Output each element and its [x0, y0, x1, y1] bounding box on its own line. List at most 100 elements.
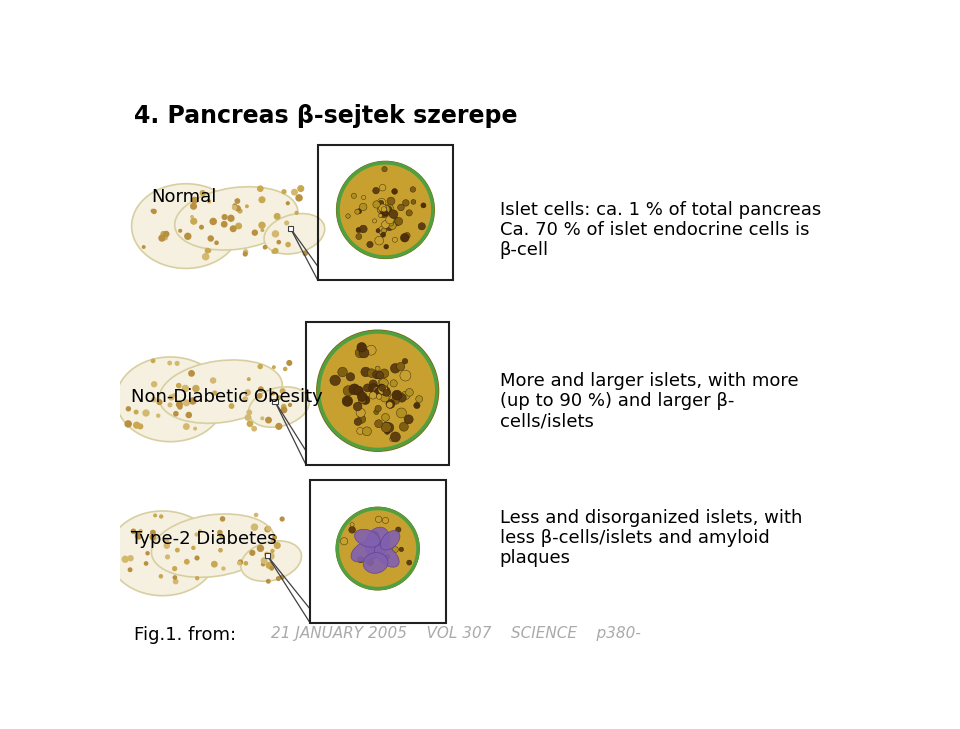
Circle shape — [348, 384, 360, 395]
Circle shape — [317, 330, 439, 451]
Circle shape — [373, 389, 380, 395]
Circle shape — [230, 226, 236, 232]
Circle shape — [419, 223, 425, 230]
Circle shape — [359, 348, 369, 358]
Circle shape — [178, 405, 182, 409]
Circle shape — [387, 197, 395, 205]
Circle shape — [252, 524, 257, 530]
Circle shape — [357, 392, 367, 402]
Circle shape — [356, 208, 362, 214]
Circle shape — [386, 224, 393, 230]
Circle shape — [192, 546, 195, 550]
Circle shape — [243, 252, 247, 256]
Circle shape — [416, 396, 422, 402]
Circle shape — [261, 417, 264, 420]
Ellipse shape — [354, 529, 380, 547]
Circle shape — [296, 211, 298, 214]
Circle shape — [348, 526, 355, 533]
Circle shape — [404, 233, 410, 238]
Circle shape — [375, 546, 380, 552]
Circle shape — [405, 389, 414, 397]
Text: β-cell: β-cell — [500, 241, 549, 260]
Circle shape — [265, 553, 269, 556]
Circle shape — [356, 408, 365, 417]
Circle shape — [245, 390, 251, 395]
Circle shape — [246, 415, 251, 420]
Circle shape — [378, 200, 384, 206]
Circle shape — [179, 230, 181, 232]
Circle shape — [384, 244, 389, 249]
Circle shape — [383, 210, 388, 215]
Circle shape — [177, 402, 182, 408]
Circle shape — [379, 184, 386, 191]
Text: Fig.1. from:: Fig.1. from: — [134, 626, 236, 644]
Circle shape — [272, 539, 275, 543]
Circle shape — [375, 366, 380, 371]
Circle shape — [380, 369, 389, 378]
Circle shape — [258, 394, 262, 397]
Circle shape — [127, 407, 131, 410]
Circle shape — [376, 229, 380, 233]
Circle shape — [207, 200, 210, 203]
Circle shape — [391, 364, 400, 373]
Circle shape — [368, 369, 376, 378]
Circle shape — [372, 370, 381, 379]
Circle shape — [266, 418, 272, 423]
Circle shape — [330, 375, 341, 386]
Circle shape — [373, 410, 379, 415]
Circle shape — [176, 548, 180, 552]
Circle shape — [420, 203, 426, 208]
Circle shape — [397, 394, 406, 402]
Circle shape — [191, 219, 197, 224]
Circle shape — [374, 236, 384, 245]
Circle shape — [252, 426, 256, 431]
Circle shape — [161, 232, 166, 236]
Circle shape — [376, 372, 384, 379]
Ellipse shape — [241, 541, 301, 581]
Circle shape — [257, 186, 263, 191]
Circle shape — [252, 230, 257, 235]
Circle shape — [280, 575, 284, 579]
Circle shape — [275, 214, 280, 219]
Circle shape — [383, 387, 389, 392]
Circle shape — [379, 209, 388, 218]
Circle shape — [146, 552, 149, 555]
Circle shape — [401, 391, 410, 399]
Circle shape — [384, 423, 394, 433]
Circle shape — [337, 161, 434, 258]
Circle shape — [190, 398, 196, 404]
Circle shape — [375, 516, 382, 523]
Circle shape — [395, 217, 402, 225]
Text: Islet cells: ca. 1 % of total pancreas: Islet cells: ca. 1 % of total pancreas — [500, 201, 821, 219]
Circle shape — [381, 205, 390, 214]
Circle shape — [384, 206, 392, 215]
Text: 4. Pancreas β-sejtek szerepe: 4. Pancreas β-sejtek szerepe — [134, 104, 517, 128]
Circle shape — [355, 386, 364, 395]
Circle shape — [238, 561, 241, 565]
Circle shape — [350, 523, 354, 526]
Ellipse shape — [152, 514, 275, 577]
Circle shape — [372, 385, 380, 393]
Circle shape — [411, 200, 416, 204]
Circle shape — [259, 197, 265, 203]
Circle shape — [376, 394, 382, 399]
Circle shape — [219, 548, 222, 552]
Circle shape — [194, 427, 197, 430]
Circle shape — [244, 562, 248, 565]
Circle shape — [381, 228, 387, 233]
Circle shape — [210, 219, 216, 225]
Circle shape — [374, 388, 383, 397]
Circle shape — [368, 542, 373, 547]
Circle shape — [392, 396, 400, 405]
Circle shape — [386, 216, 395, 224]
Circle shape — [156, 414, 159, 417]
Circle shape — [354, 418, 362, 426]
Circle shape — [400, 370, 411, 381]
Circle shape — [378, 214, 382, 217]
Circle shape — [372, 531, 379, 538]
Circle shape — [173, 394, 176, 397]
Circle shape — [354, 386, 363, 395]
Bar — [318, 145, 453, 280]
Circle shape — [233, 204, 236, 207]
Circle shape — [385, 554, 390, 559]
